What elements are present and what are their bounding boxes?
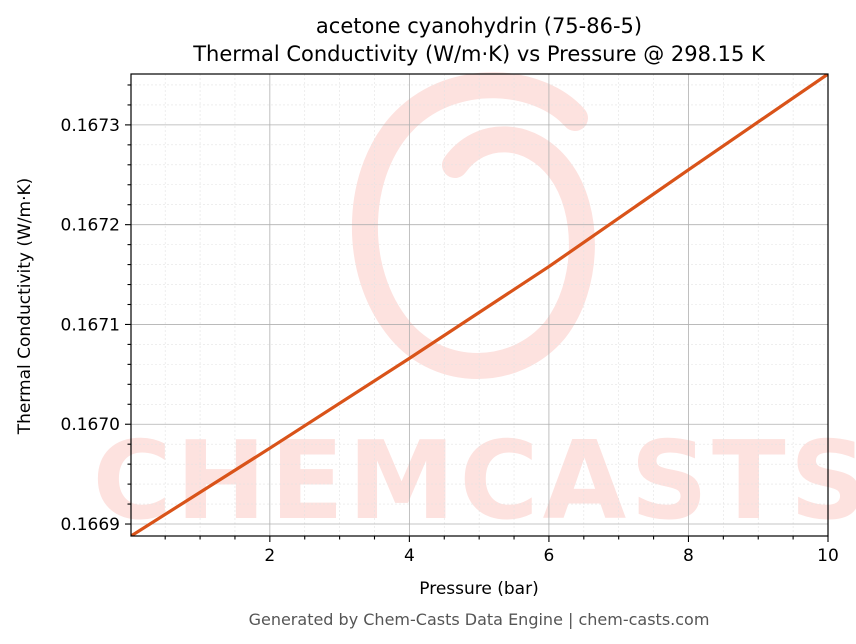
watermark-swirl [352, 72, 595, 379]
x-tick-label: 4 [404, 546, 415, 566]
y-tick-label: 0.1670 [61, 415, 120, 435]
x-tick-label: 6 [544, 546, 555, 566]
y-tick-label: 0.1671 [61, 315, 120, 335]
x-axis-label: Pressure (bar) [419, 579, 538, 599]
y-tick-label: 0.1672 [61, 216, 120, 236]
y-axis-label: Thermal Conductivity (W/m·K) [15, 178, 35, 436]
watermark-text: CHEMCASTS [93, 419, 856, 544]
chart-title-line2: Thermal Conductivity (W/m·K) vs Pressure… [192, 42, 766, 66]
x-tick-label: 8 [683, 546, 694, 566]
series-line [131, 74, 828, 536]
x-tick-label: 2 [264, 546, 275, 566]
footer-credit: Generated by Chem-Casts Data Engine | ch… [249, 610, 710, 629]
x-axis: 2 4 6 8 10 [164, 536, 839, 566]
series-layer [131, 74, 828, 536]
x-tick-label: 10 [817, 546, 839, 566]
chart-title-line1: acetone cyanohydrin (75-86-5) [316, 14, 642, 38]
y-axis: 0.1669 0.1670 0.1671 0.1672 0.1673 [61, 84, 131, 535]
grid [131, 74, 829, 536]
y-tick-label: 0.1673 [61, 116, 120, 136]
y-tick-label: 0.1669 [61, 515, 120, 535]
